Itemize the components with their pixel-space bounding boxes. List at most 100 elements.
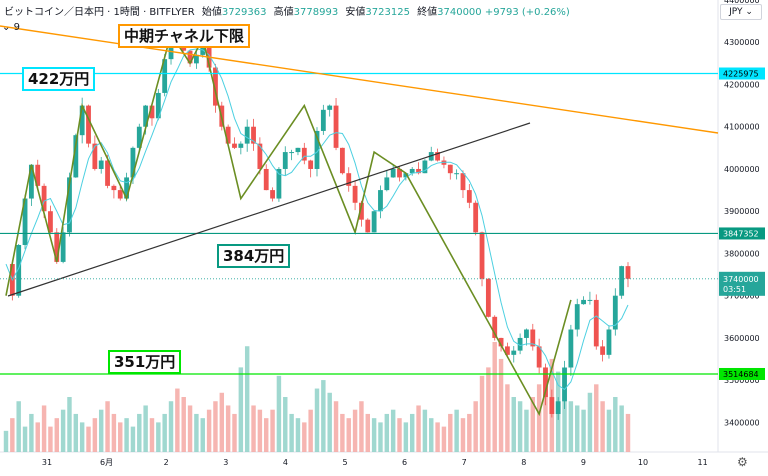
candle-body [371, 211, 377, 233]
candle-body [41, 185, 47, 212]
candle-body [149, 105, 155, 119]
candle-body [257, 143, 263, 169]
volume-bar [530, 397, 536, 452]
volume-bar [390, 409, 396, 452]
y-tick-label: 3800000 [724, 249, 760, 258]
moving-average-line [5, 48, 629, 391]
candle-body [276, 168, 282, 199]
y-tick-label: 4100000 [724, 123, 760, 132]
volume-bar [86, 426, 91, 452]
volume-bar [613, 397, 618, 452]
candle-body [504, 346, 510, 355]
candle-body [67, 177, 72, 233]
candle-body [308, 160, 314, 169]
candle-body [98, 160, 104, 169]
candle-body [162, 59, 168, 93]
currency-value: JPY [729, 7, 743, 17]
x-tick-label: 10 [638, 458, 648, 467]
candle-body [60, 232, 66, 262]
candle-body [136, 126, 142, 148]
volume-bar [244, 346, 250, 452]
candle-body [390, 168, 396, 178]
candle-body [79, 105, 85, 136]
candle-body [606, 329, 612, 355]
candle-body [568, 329, 574, 368]
price-level-badge-text: 3847352 [723, 229, 759, 238]
y-tick-label: 3600000 [724, 334, 760, 343]
x-tick-label: 31 [42, 458, 52, 467]
candle-body [511, 350, 517, 355]
volume-bar [143, 405, 148, 452]
volume-bar [105, 401, 110, 452]
candle-body [543, 367, 548, 398]
volume-bar [73, 413, 79, 452]
candle-body [555, 401, 561, 414]
uptrend-line [7, 122, 531, 297]
change-value: +9793 (+0.26%) [484, 7, 570, 18]
candle-body [314, 130, 320, 169]
candle-body [352, 185, 358, 203]
volume-bar [314, 388, 320, 452]
symbol-info-bar[interactable]: ビットコイン／日本円 · 1時間 · BITFLYER 始値3729363 高値… [4, 3, 570, 18]
volume-bar [517, 401, 523, 452]
volume-bar [371, 418, 377, 452]
candle-body [479, 232, 485, 279]
chevron-down-icon[interactable]: ⌄ [2, 22, 11, 33]
current-price-badge [719, 271, 765, 296]
volume-bar [194, 413, 199, 452]
volume-bar [35, 422, 40, 452]
indicator-counter[interactable]: ⌄ 9 [2, 22, 20, 33]
y-tick-label: 3400000 [724, 418, 760, 427]
currency-selector[interactable]: JPY ⌄ [720, 4, 762, 20]
volume-bar [340, 413, 345, 452]
volume-bar [137, 413, 142, 452]
volume-bar [619, 405, 624, 452]
volume-bar [448, 413, 453, 452]
candle-body [111, 185, 117, 191]
volume-bar [600, 401, 605, 452]
candle-body [473, 202, 479, 233]
candle-body [422, 160, 428, 174]
x-tick-label: 8 [521, 458, 526, 467]
volume-bar [422, 409, 428, 452]
candle-body [270, 190, 275, 199]
x-tick-label: 9 [581, 458, 586, 467]
candle-body [536, 346, 542, 368]
volume-bar [486, 367, 491, 452]
volume-bar [498, 358, 504, 452]
candle-body [86, 105, 91, 144]
candle-body [524, 329, 529, 338]
candle-body [485, 278, 491, 317]
y-tick-label: 4200000 [724, 80, 760, 89]
volume-bar [283, 397, 288, 452]
candle-body [619, 266, 625, 296]
price-level-badge [719, 227, 765, 240]
volume-bar [181, 397, 186, 452]
volume-bar [606, 409, 612, 452]
candle-body [593, 299, 599, 347]
candle-body [193, 54, 199, 64]
gear-icon[interactable]: ⚙ [737, 455, 748, 469]
x-tick-label: 6 [402, 458, 407, 467]
volume-bar [359, 401, 364, 452]
symbol-title[interactable]: ビットコイン／日本円 · 1時間 · BITFLYER [4, 7, 195, 18]
volume-bar [505, 384, 510, 452]
low-label: 安値 [345, 7, 366, 18]
indicator-count: 9 [13, 22, 20, 33]
candle-body [359, 202, 364, 220]
volume-bar [213, 401, 218, 452]
volume-bar [22, 426, 28, 452]
close-label: 終値 [417, 7, 438, 18]
candle-body [289, 152, 295, 154]
candle-body [612, 295, 618, 330]
volume-bar [587, 392, 593, 452]
channel-lower-line [0, 25, 719, 134]
candle-body [530, 329, 536, 347]
x-tick-label: 6月 [100, 458, 113, 467]
candle-body [454, 173, 460, 175]
volume-bar [98, 409, 104, 452]
candle-body [327, 105, 333, 110]
close-value: 3740000 [437, 7, 482, 18]
candle-body [244, 126, 250, 144]
